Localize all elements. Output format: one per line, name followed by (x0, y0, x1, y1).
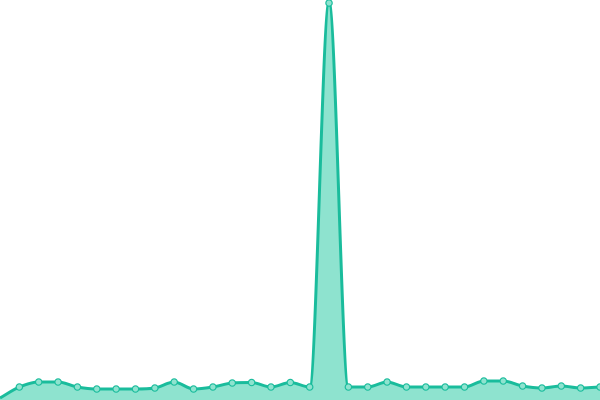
data-point[interactable] (576, 384, 585, 392)
data-point[interactable] (267, 383, 275, 391)
data-point[interactable] (73, 383, 82, 391)
data-point[interactable] (325, 0, 333, 7)
data-point[interactable] (54, 378, 62, 386)
data-point[interactable] (286, 378, 295, 387)
data-point[interactable] (480, 377, 488, 385)
data-point[interactable] (92, 385, 101, 393)
data-point[interactable] (189, 385, 198, 393)
data-point[interactable] (209, 383, 217, 391)
data-point[interactable] (228, 379, 237, 387)
data-point[interactable] (402, 383, 411, 391)
data-point[interactable] (538, 384, 546, 392)
data-point[interactable] (460, 383, 469, 391)
data-point[interactable] (344, 383, 353, 391)
data-point[interactable] (422, 383, 430, 391)
data-point[interactable] (247, 378, 256, 387)
data-point[interactable] (518, 382, 527, 390)
data-point[interactable] (383, 378, 391, 386)
data-point[interactable] (363, 383, 372, 391)
data-point[interactable] (112, 385, 120, 393)
data-point[interactable] (499, 377, 508, 385)
data-point[interactable] (131, 385, 140, 393)
data-point[interactable] (441, 383, 449, 391)
data-point[interactable] (170, 378, 178, 386)
data-point[interactable] (151, 384, 159, 392)
data-point[interactable] (305, 383, 314, 391)
data-point[interactable] (15, 383, 24, 391)
data-point[interactable] (557, 382, 566, 390)
data-point[interactable] (34, 378, 43, 386)
